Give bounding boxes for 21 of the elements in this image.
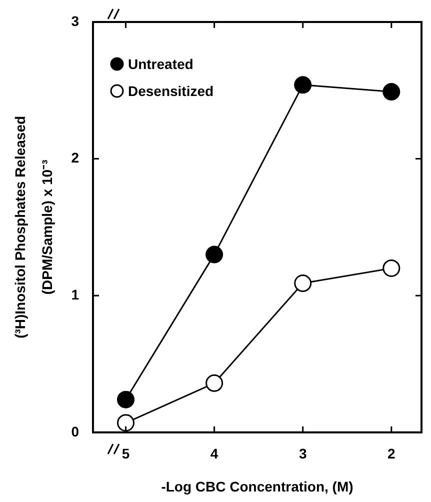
point xyxy=(294,76,312,94)
x-tick-label: 5 xyxy=(122,446,130,462)
x-axis-title: -Log CBC Concentration, (M) xyxy=(161,478,354,494)
y-tick-label: 3 xyxy=(71,12,80,29)
point xyxy=(117,390,134,408)
y-tick-label: 2 xyxy=(71,150,80,166)
text: (DPM/Sample) x 10⁻³ xyxy=(38,160,55,295)
point xyxy=(294,274,312,292)
x-tick-label: 2 xyxy=(387,446,396,462)
legend-label: Untreated xyxy=(128,56,194,72)
y-tick-label: 1 xyxy=(71,286,80,302)
x-tick-label: 3 xyxy=(298,446,307,462)
point xyxy=(117,414,134,432)
point xyxy=(206,374,224,392)
y-tick-label: 0 xyxy=(71,423,80,440)
point xyxy=(382,259,400,277)
point xyxy=(206,246,224,264)
x-tick-label: 4 xyxy=(210,446,218,462)
point xyxy=(382,83,400,101)
legend-label: Desensitized xyxy=(128,82,214,99)
text: (³H)Inositol Phosphates Released xyxy=(12,116,28,338)
